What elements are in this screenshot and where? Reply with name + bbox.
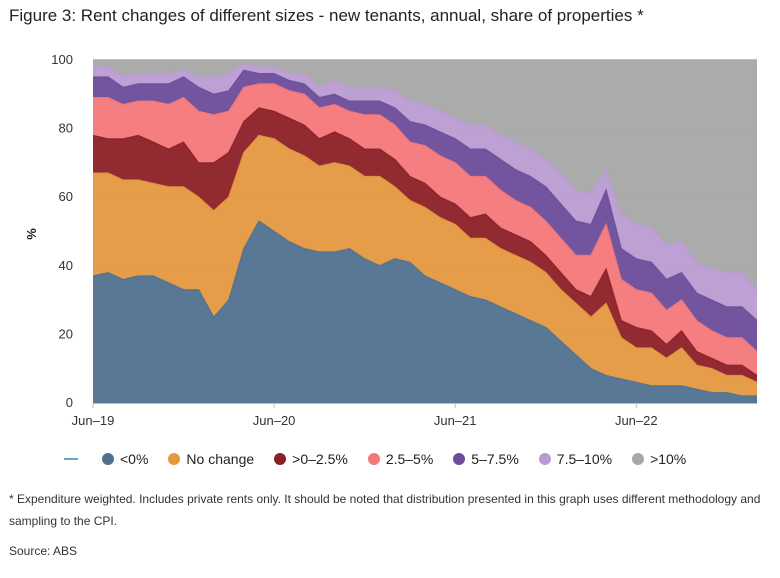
x-tick-label: Jun–22: [615, 413, 658, 428]
area-series-0-2-5: [93, 108, 757, 383]
legend-label: >0–2.5%: [292, 451, 348, 467]
area-series-10: [93, 60, 757, 290]
legend-item[interactable]: >10%: [632, 451, 686, 467]
area-series-7-5-10: [93, 63, 757, 321]
legend-swatch: [367, 453, 380, 465]
legend-label: No change: [186, 451, 255, 467]
series-lines: [92, 59, 758, 397]
legend-item[interactable]: <0%: [102, 451, 148, 467]
area-series-0: [93, 221, 757, 403]
legend-item[interactable]: No change: [168, 451, 254, 467]
y-axis-label: %: [24, 228, 39, 240]
series-areas: [93, 60, 757, 403]
x-tick-label: Jun–19: [72, 413, 115, 428]
legend-item[interactable]: 7.5–10%: [538, 451, 613, 467]
y-tick-label: 60: [59, 189, 73, 204]
legend-swatch: [538, 453, 551, 465]
legend-swatch: [632, 453, 645, 465]
y-tick-label: 20: [59, 326, 73, 341]
y-tick-label: 100: [51, 52, 73, 67]
line-series-7-5-10: [93, 62, 758, 291]
line-series-2-5-5: [93, 83, 758, 353]
x-tick-label: Jun–21: [434, 413, 477, 428]
area-series-5-7-5: [93, 70, 757, 352]
stacked-area-chart: 0 20 40 60 80 100 Jun–19 Jun–20 Jun–21 Jun–22 %: [24, 52, 758, 428]
area-series-2-5-5: [93, 84, 757, 376]
legend-label: 7.5–10%: [556, 451, 613, 467]
legend-swatch: [168, 453, 181, 465]
y-tick-label: 0: [66, 395, 73, 410]
source-note: Source: ABS: [9, 544, 78, 558]
y-tick-label: 40: [59, 258, 73, 273]
legend-swatch: [274, 453, 287, 465]
line-series-0-2-5: [92, 107, 758, 377]
legend-label: 2.5–5%: [385, 451, 434, 467]
legend-label: >10%: [650, 451, 687, 467]
y-tick-label: 80: [59, 121, 73, 136]
axes: 0 20 40 60 80 100 Jun–19 Jun–20 Jun–21 Jun–22: [51, 52, 757, 428]
legend-swatch: [102, 453, 114, 465]
line-series-no-change: [93, 134, 758, 384]
area-series-no-change: [93, 135, 757, 397]
line-series-0: [92, 220, 757, 397]
chart-title: Figure 3: Rent changes of different size…: [9, 6, 644, 25]
x-tick-label: Jun–20: [253, 413, 296, 428]
footnote: * Expenditure weighted. Includes private…: [9, 492, 761, 528]
legend-label: <0%: [120, 451, 149, 467]
legend-item[interactable]: >0–2.5%: [274, 451, 348, 467]
legend-item[interactable]: 2.5–5%: [367, 451, 434, 467]
line-series-5-7-5: [93, 69, 758, 322]
legend-line-marker: [64, 458, 78, 460]
legend-item[interactable]: 5–7.5%: [453, 451, 519, 467]
legend-swatch: [453, 453, 466, 465]
legend-label: 5–7.5%: [471, 451, 519, 467]
chart-legend: <0% No change >0–2.5% 2.5–5% 5–7.5% 7.5–10% >1…: [64, 451, 706, 467]
